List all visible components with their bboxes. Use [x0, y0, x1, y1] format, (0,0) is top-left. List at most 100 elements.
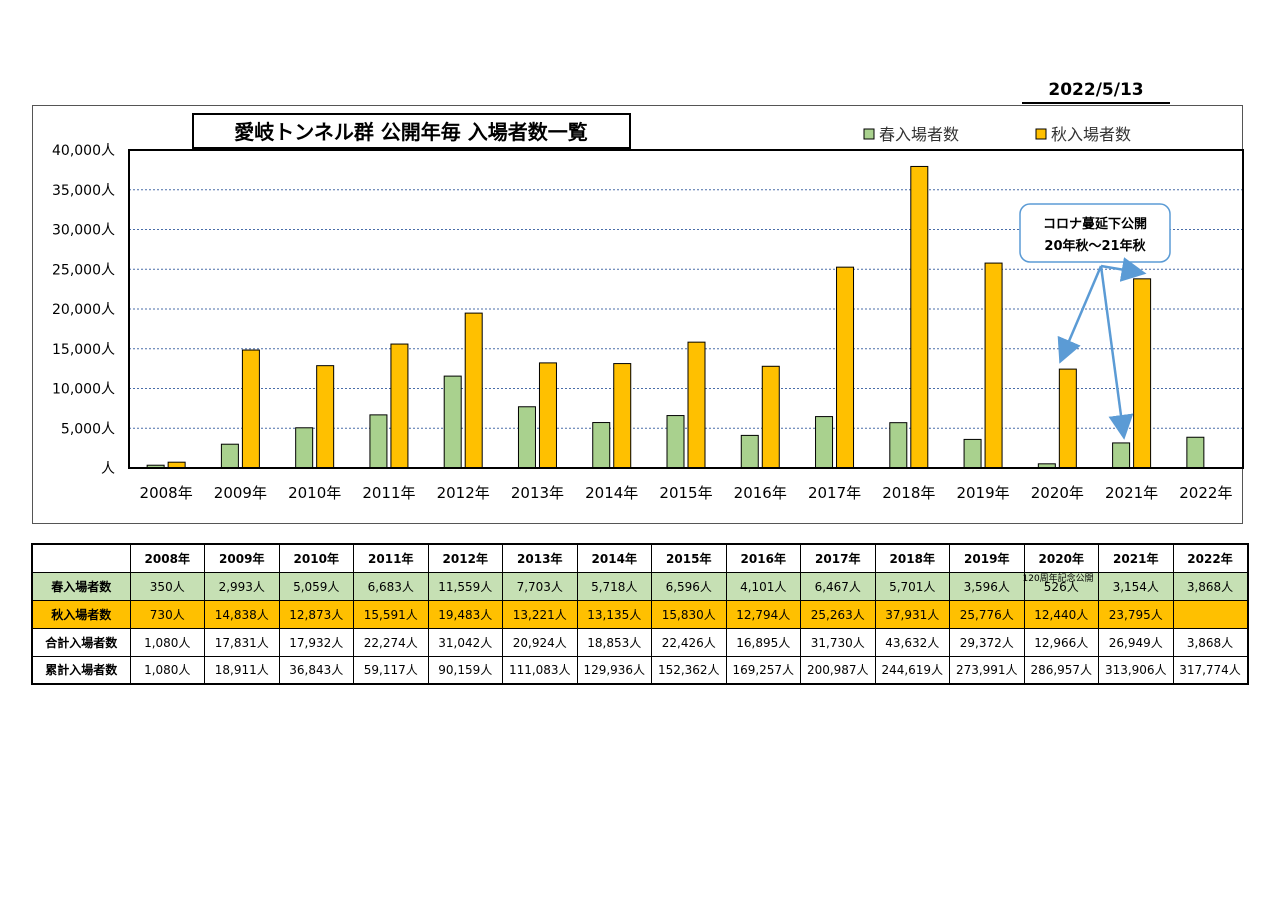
autumn-bar	[984, 262, 1003, 469]
table-cell: 5,718人	[576, 571, 652, 601]
table-cell: 17,932人	[278, 627, 354, 657]
autumn-bar	[241, 349, 260, 469]
year-header: 2015年	[651, 543, 727, 573]
year-header: 2016年	[725, 543, 801, 573]
year-header: 2009年	[204, 543, 280, 573]
legend-swatch-autumn	[1035, 128, 1047, 140]
y-tick-label: 人	[101, 461, 115, 477]
table-cell: 59,117人	[353, 655, 429, 685]
table-cell: 152,362人	[651, 655, 727, 685]
autumn-bar	[761, 365, 780, 469]
table-cell: 20,924人	[502, 627, 578, 657]
y-tick-label: 20,000人	[52, 302, 115, 318]
chart-frame: 人 5,000人 10,000人 15,000人 20,000人 25,000人 30,00…	[32, 105, 1244, 524]
autumn-bar	[1058, 368, 1077, 469]
table-cell: 31,042人	[427, 627, 503, 657]
y-tick-label: 35,000人	[52, 183, 115, 199]
table-cell: 15,591人	[353, 599, 429, 629]
table-cell: 4,101人	[725, 571, 801, 601]
x-tick-label: 2018年	[882, 484, 935, 502]
table-cell: 5,701人	[874, 571, 950, 601]
table-cell: 12,966人	[1023, 627, 1099, 657]
table-cell: 200,987人	[800, 655, 876, 685]
autumn-bar	[316, 365, 335, 469]
autumn-bar	[687, 341, 706, 469]
plot-area-border	[128, 149, 1244, 469]
table-cell: 25,263人	[800, 599, 876, 629]
x-tick-label: 2009年	[214, 484, 267, 502]
annotation-callout	[1019, 203, 1171, 263]
table-cell: 3,154人	[1098, 571, 1174, 601]
anniversary-note: 120周年記念公開	[1022, 573, 1094, 584]
year-header: 2013年	[502, 543, 578, 573]
x-tick-label: 2016年	[734, 484, 787, 502]
year-header: 2020年	[1023, 543, 1099, 573]
x-tick-label: 2022年	[1179, 484, 1232, 502]
spring-bar	[1186, 436, 1205, 469]
year-header: 2008年	[129, 543, 205, 573]
table-cell: 244,619人	[874, 655, 950, 685]
year-header: 2022年	[1172, 543, 1248, 573]
y-tick-label: 40,000人	[52, 143, 115, 159]
table-cell: 16,895人	[725, 627, 801, 657]
table-cell: 6,467人	[800, 571, 876, 601]
autumn-bar	[390, 343, 409, 469]
table-cell: 169,257人	[725, 655, 801, 685]
annotation-arrow	[1100, 257, 1147, 282]
table-cell: 25,776人	[949, 599, 1025, 629]
table-cell: 273,991人	[949, 655, 1025, 685]
table-cell: 129,936人	[576, 655, 652, 685]
table-cell: 31,730人	[800, 627, 876, 657]
autumn-row: 秋入場者数 730人 14,838人 12,873人 15,591人 19,483人 13,…	[31, 599, 1248, 629]
table-cell: 11,559人	[427, 571, 503, 601]
legend-label-spring: 春入場者数	[879, 125, 959, 144]
autumn-bar	[836, 266, 855, 469]
table-cell: 13,221人	[502, 599, 578, 629]
spring-bar	[443, 375, 462, 469]
legend-label-autumn: 秋入場者数	[1051, 125, 1131, 144]
spring-bar	[815, 416, 834, 469]
x-tick-label: 2017年	[808, 484, 861, 502]
row-label: 合計入場者数	[31, 627, 131, 657]
table-cell: 15,830人	[651, 599, 727, 629]
spring-bar	[517, 406, 536, 469]
table-cell: 6,596人	[651, 571, 727, 601]
x-tick-label: 2014年	[585, 484, 638, 502]
year-header: 2021年	[1098, 543, 1174, 573]
chart-title: 愛岐トンネル群 公開年毎 入場者数一覧	[234, 120, 588, 144]
table-cell: 350人	[129, 571, 205, 601]
row-label: 累計入場者数	[31, 655, 131, 685]
x-tick-label: 2015年	[659, 484, 712, 502]
table-cell: 43,632人	[874, 627, 950, 657]
year-header: 2011年	[353, 543, 429, 573]
y-tick-label: 10,000人	[52, 382, 115, 398]
table-cell: 313,906人	[1098, 655, 1174, 685]
table-cell: 12,440人	[1023, 599, 1099, 629]
table-cell: 3,868人	[1172, 627, 1248, 657]
table-cell: 18,853人	[576, 627, 652, 657]
table-cell: 26,949人	[1098, 627, 1174, 657]
table-cell	[1172, 599, 1248, 629]
cumulative-row: 累計入場者数 1,080人 18,911人 36,843人 59,117人 90,159人…	[31, 655, 1248, 685]
table-cell: 317,774人	[1172, 655, 1248, 685]
spring-bar	[295, 427, 314, 469]
table-cell: 12,794人	[725, 599, 801, 629]
x-tick-label: 2011年	[362, 484, 415, 502]
table-cell: 36,843人	[278, 655, 354, 685]
year-header: 2014年	[576, 543, 652, 573]
annotation-line1: コロナ蔓延下公開	[1043, 216, 1147, 232]
table-cell: 730人	[129, 599, 205, 629]
table-cell: 23,795人	[1098, 599, 1174, 629]
table-cell: 13,135人	[576, 599, 652, 629]
table-header-row: 2008年 2009年 2010年 2011年 2012年 2013年 2014年 2015年…	[31, 543, 1248, 573]
annotation-arrow	[1057, 265, 1103, 364]
table-cell: 2,993人	[204, 571, 280, 601]
table-cell: 18,911人	[204, 655, 280, 685]
table-corner	[31, 543, 131, 573]
row-label: 春入場者数	[31, 571, 131, 601]
x-tick-label: 2013年	[511, 484, 564, 502]
table-cell: 7,703人	[502, 571, 578, 601]
year-header: 2019年	[949, 543, 1025, 573]
spring-bar	[369, 414, 388, 469]
y-tick-label: 5,000人	[61, 421, 115, 437]
